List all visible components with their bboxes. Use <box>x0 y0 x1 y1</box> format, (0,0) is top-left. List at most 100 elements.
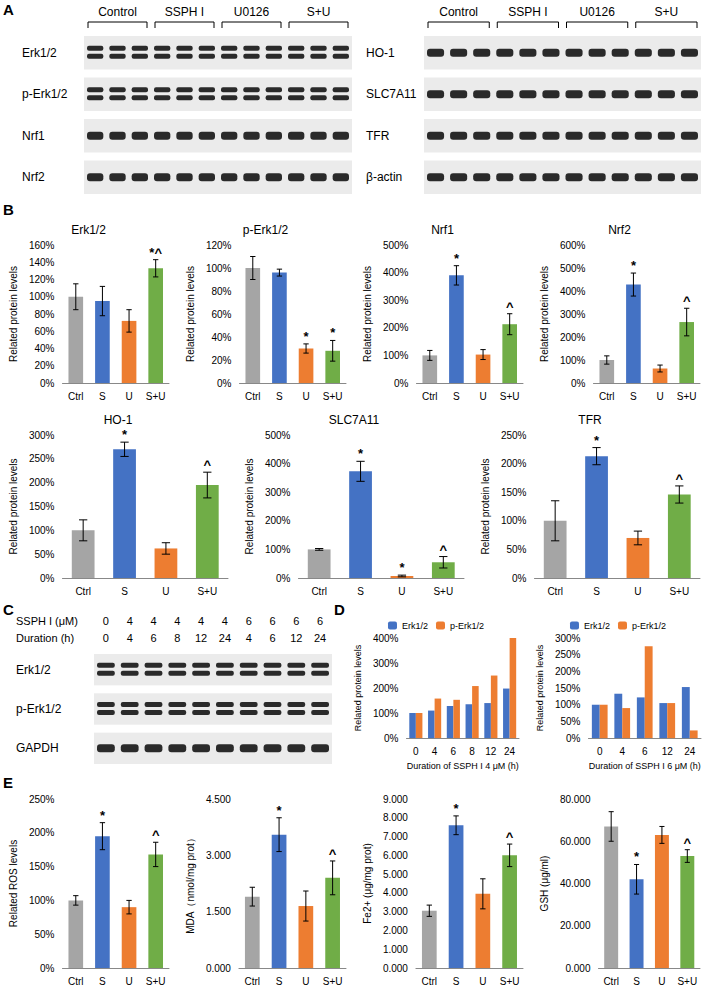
svg-text:250%: 250% <box>555 649 581 660</box>
svg-text:TFR: TFR <box>366 129 390 143</box>
svg-text:6: 6 <box>317 615 323 627</box>
svg-text:Ctrl: Ctrl <box>311 586 327 597</box>
svg-text:0.000: 0.000 <box>565 963 590 974</box>
svg-text:U: U <box>162 586 169 597</box>
svg-text:Nrf2: Nrf2 <box>608 223 631 237</box>
svg-text:6.000: 6.000 <box>383 850 408 861</box>
svg-text:160%: 160% <box>29 240 55 251</box>
svg-text:*^: *^ <box>149 245 162 260</box>
svg-text:Control: Control <box>439 5 478 19</box>
svg-text:Erk1/2: Erk1/2 <box>22 46 57 60</box>
svg-text:S+U: S+U <box>677 976 697 987</box>
svg-text:S+U: S+U <box>323 391 343 402</box>
svg-text:100%: 100% <box>29 895 55 906</box>
svg-text:U: U <box>302 391 309 402</box>
svg-text:4.000: 4.000 <box>383 887 408 898</box>
svg-text:1.500: 1.500 <box>206 906 231 917</box>
svg-text:200%: 200% <box>501 458 527 469</box>
svg-text:200%: 200% <box>383 322 409 333</box>
svg-text:5.000: 5.000 <box>383 869 408 880</box>
svg-text:Fe2+ (μg/mg prot): Fe2+ (μg/mg prot) <box>362 843 373 924</box>
svg-text:Ctrl: Ctrl <box>75 586 91 597</box>
svg-text:Duration of SSPH I 6 μM (h): Duration of SSPH I 6 μM (h) <box>589 761 701 771</box>
svg-text:0.000: 0.000 <box>383 963 408 974</box>
svg-text:200%: 200% <box>29 477 55 488</box>
svg-text:100%: 100% <box>555 699 581 710</box>
svg-text:80%: 80% <box>211 286 231 297</box>
svg-text:0%: 0% <box>276 573 291 584</box>
svg-text:50%: 50% <box>506 544 526 555</box>
svg-text:^: ^ <box>329 846 337 861</box>
svg-text:4: 4 <box>619 746 625 757</box>
svg-text:U: U <box>125 976 132 987</box>
svg-text:0%: 0% <box>571 378 586 389</box>
svg-text:S+U: S+U <box>669 586 689 597</box>
svg-text:^: ^ <box>440 542 448 557</box>
svg-text:0%: 0% <box>40 963 55 974</box>
svg-text:*: * <box>277 803 283 818</box>
svg-text:U0126: U0126 <box>234 5 270 19</box>
svg-text:U0126: U0126 <box>579 5 615 19</box>
svg-text:60.000: 60.000 <box>560 836 591 847</box>
svg-text:Ctrl: Ctrl <box>68 976 84 987</box>
svg-text:Duration (h): Duration (h) <box>16 632 74 644</box>
svg-text:U: U <box>479 391 486 402</box>
svg-text:S: S <box>453 976 460 987</box>
svg-text:40%: 40% <box>211 332 231 343</box>
svg-text:100%: 100% <box>206 263 232 274</box>
svg-text:4.500: 4.500 <box>206 794 231 805</box>
svg-text:0: 0 <box>103 615 109 627</box>
svg-text:500%: 500% <box>383 240 409 251</box>
svg-text:^: ^ <box>506 829 514 844</box>
svg-text:40%: 40% <box>34 343 54 354</box>
svg-text:Duration of SSPH I 4 μM (h): Duration of SSPH I 4 μM (h) <box>407 761 519 771</box>
svg-text:150%: 150% <box>501 487 527 498</box>
svg-text:*: * <box>454 251 460 266</box>
svg-text:GSH (μg/ml): GSH (μg/ml) <box>539 856 550 912</box>
svg-text:0: 0 <box>103 632 109 644</box>
svg-text:^: ^ <box>506 299 514 314</box>
svg-text:SLC7A11: SLC7A11 <box>329 413 380 427</box>
svg-text:100%: 100% <box>501 515 527 526</box>
svg-text:200%: 200% <box>555 666 581 677</box>
svg-text:SSPH I (μM): SSPH I (μM) <box>16 615 78 627</box>
svg-text:400%: 400% <box>560 286 586 297</box>
svg-text:0%: 0% <box>217 378 232 389</box>
svg-text:S+U: S+U <box>323 976 343 987</box>
svg-text:250%: 250% <box>501 430 527 441</box>
svg-text:S: S <box>99 976 106 987</box>
svg-text:S+U: S+U <box>307 5 331 19</box>
svg-text:S+U: S+U <box>677 391 697 402</box>
svg-text:600%: 600% <box>560 240 586 251</box>
svg-text:6: 6 <box>246 615 252 627</box>
svg-text:300%: 300% <box>265 487 291 498</box>
svg-text:250%: 250% <box>29 453 55 464</box>
svg-text:^: ^ <box>683 293 691 308</box>
svg-text:*: * <box>358 446 364 461</box>
svg-text:U: U <box>125 391 132 402</box>
svg-text:Related protein levels: Related protein levels <box>244 458 255 554</box>
svg-text:6: 6 <box>269 632 275 644</box>
svg-text:Control: Control <box>98 5 137 19</box>
svg-text:Related protein levels: Related protein levels <box>535 644 545 731</box>
svg-text:β-actin: β-actin <box>366 170 402 184</box>
svg-text:S+U: S+U <box>500 391 520 402</box>
svg-text:4: 4 <box>150 615 156 627</box>
svg-text:24: 24 <box>684 746 696 757</box>
svg-text:100%: 100% <box>29 291 55 302</box>
svg-text:Related protein levels: Related protein levels <box>362 266 373 362</box>
svg-text:*: * <box>122 427 128 442</box>
svg-text:6: 6 <box>642 746 648 757</box>
svg-text:U: U <box>634 586 641 597</box>
svg-text:Related protein levels: Related protein levels <box>353 644 363 731</box>
svg-text:Ctrl: Ctrl <box>245 391 261 402</box>
svg-text:100%: 100% <box>265 544 291 555</box>
svg-text:400%: 400% <box>265 458 291 469</box>
svg-text:0: 0 <box>413 746 419 757</box>
svg-text:*: * <box>399 560 405 575</box>
svg-text:8: 8 <box>469 746 475 757</box>
svg-text:8: 8 <box>174 632 180 644</box>
svg-text:U: U <box>479 976 486 987</box>
svg-text:6: 6 <box>150 632 156 644</box>
svg-text:*: * <box>594 433 600 448</box>
